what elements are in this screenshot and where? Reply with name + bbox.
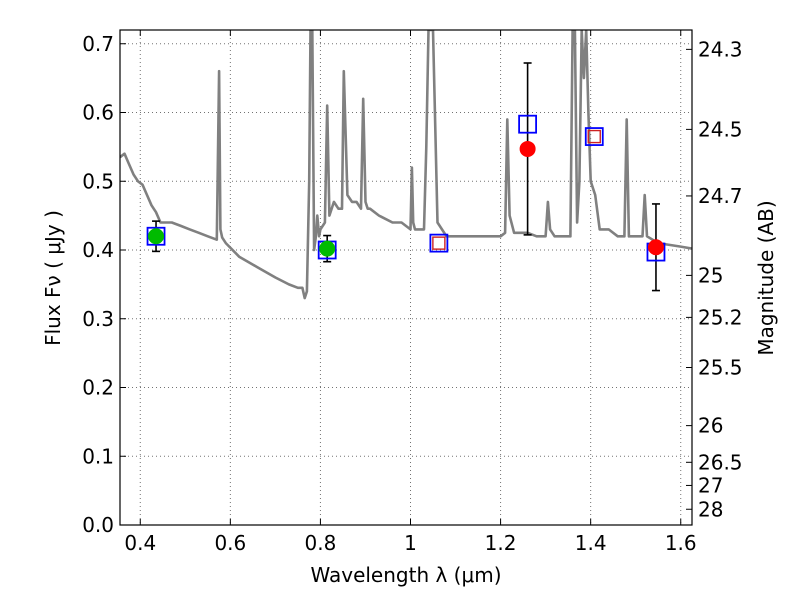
- y2-tick-label: 24.3: [698, 37, 743, 61]
- y-axis-label: Flux Fν ( μJy ): [41, 210, 65, 346]
- x-tick-label: 0.6: [214, 531, 246, 555]
- x-tick-label: 0.8: [305, 531, 337, 555]
- y-tick-label: 0.3: [82, 307, 114, 331]
- y-tick-label: 0.0: [82, 513, 114, 537]
- x-tick-label: 1.4: [575, 531, 607, 555]
- x-tick-label: 1.6: [665, 531, 697, 555]
- y2-tick-label: 26: [698, 414, 723, 438]
- y-tick-label: 0.2: [82, 376, 114, 400]
- axis-ticks: [120, 30, 692, 526]
- y-tick-label: 0.4: [82, 238, 114, 262]
- y2-tick-label: 28: [698, 497, 723, 521]
- tick-labels: 0.4 0.6 0.8 1 1.2 1.4 1.6 0.0 0.1 0.2 0.3 0.4 0.5 0.6…: [82, 32, 742, 555]
- y-tick-label: 0.7: [82, 32, 114, 56]
- x-tick-label: 1: [404, 531, 417, 555]
- model-point-square: [584, 127, 604, 146]
- plot-area: [120, 30, 692, 300]
- model-point-square: [429, 233, 449, 253]
- y2-tick-label: 24.5: [698, 117, 743, 141]
- y2-tick-label: 25.5: [698, 356, 743, 380]
- observed-point: [319, 240, 336, 257]
- y-tick-label: 0.5: [82, 169, 114, 193]
- plot-frame: [119, 29, 693, 526]
- observed-point: [647, 239, 664, 256]
- model-point-square: [146, 226, 166, 246]
- y2-tick-label: 25.2: [698, 305, 743, 329]
- y-tick-label: 0.6: [82, 101, 114, 125]
- x-tick-label: 0.4: [124, 531, 156, 555]
- observed-point: [519, 140, 536, 157]
- spectrum-line: [120, 30, 692, 300]
- model-point-square-inner: [432, 236, 446, 250]
- y2-tick-label: 26.5: [698, 450, 743, 474]
- model-point-square-inner: [587, 129, 601, 144]
- y2-tick-label: 27: [698, 473, 723, 497]
- grid-lines: [120, 30, 692, 526]
- observed-point: [148, 228, 165, 245]
- model-point-square: [518, 114, 538, 134]
- y-tick-label: 0.1: [82, 444, 114, 468]
- y2-tick-label: 24.7: [698, 184, 743, 208]
- y2-axis-label: Magnitude (AB): [754, 200, 778, 355]
- y2-tick-label: 25: [698, 263, 723, 287]
- x-tick-label: 1.2: [485, 531, 517, 555]
- x-axis-label: Wavelength λ (μm): [310, 563, 501, 587]
